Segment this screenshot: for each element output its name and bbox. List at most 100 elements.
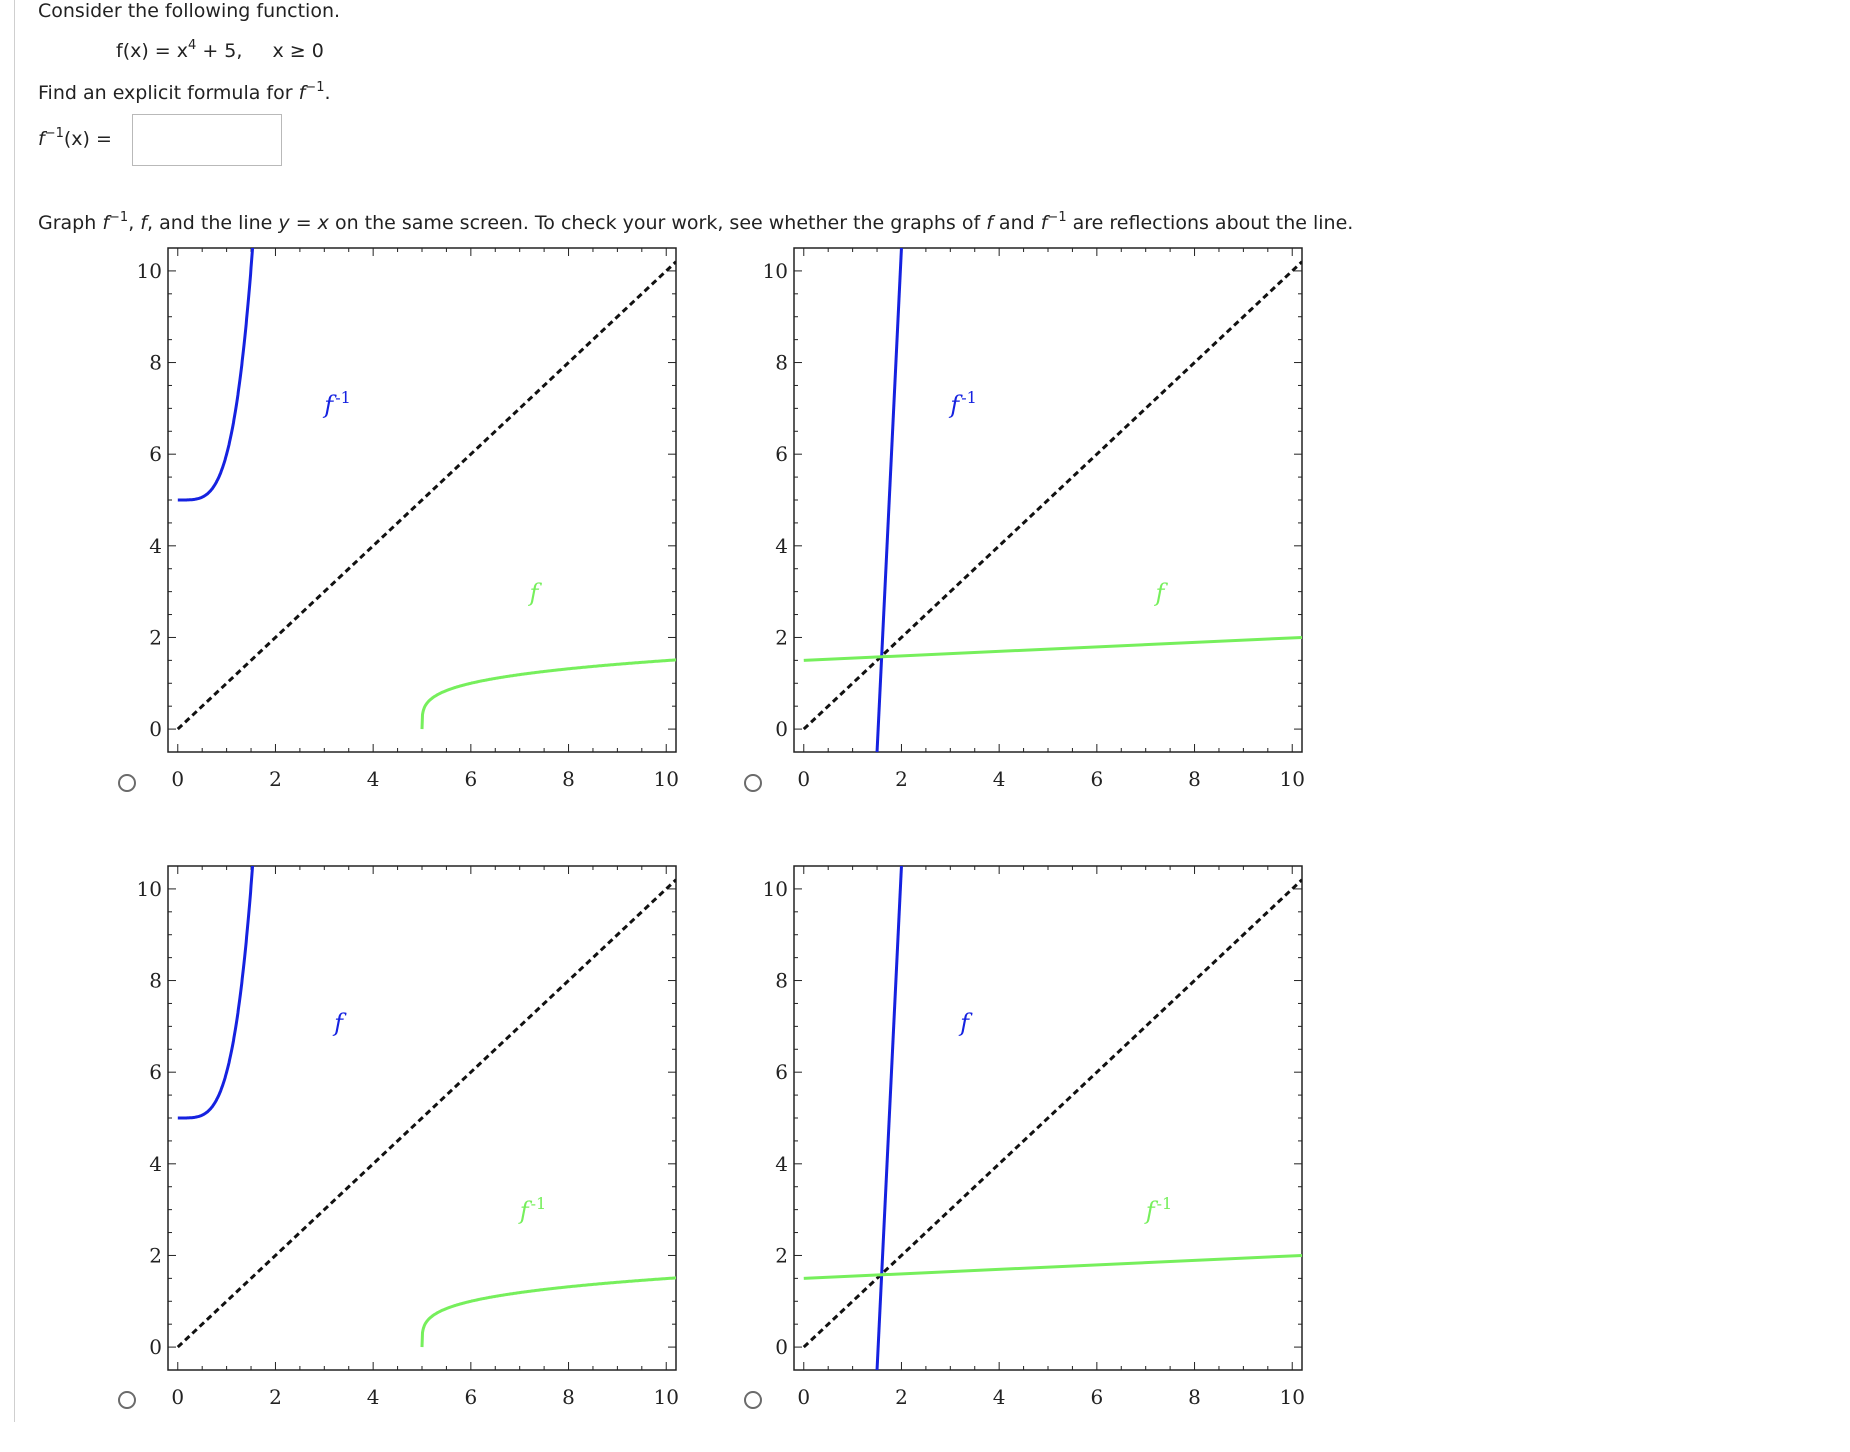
green-curve-label: f -1 [1144, 1194, 1172, 1225]
gi-s1: −1 [109, 210, 129, 225]
graph-instruction: Graph f−1, f, and the line y = x on the … [38, 210, 1354, 234]
x-tick-label: 2 [269, 1385, 282, 1409]
answer-label-rest: (x) = [63, 128, 112, 150]
x-tick-label: 10 [654, 1385, 679, 1409]
left-border [14, 0, 15, 1422]
green-curve-label-sup: -1 [531, 1194, 547, 1213]
x-tick-label: 0 [797, 1385, 810, 1409]
graph-svg: 0 2 4 6 8 10 0 2 4 6 8 10 f -1 f [137, 247, 679, 791]
blue-curve-label: f [958, 1009, 973, 1037]
find-text: Find an explicit formula for [38, 82, 299, 104]
y-tick-label: 6 [775, 442, 788, 466]
x-tick-label: 10 [1280, 767, 1305, 791]
radio-option-c[interactable] [118, 1391, 136, 1409]
identity-line [802, 260, 1302, 731]
x-tick-label: 0 [171, 1385, 184, 1409]
y-tick-label: 10 [763, 259, 788, 283]
y-tick-label: 6 [149, 1060, 162, 1084]
green-curve [803, 635, 1302, 662]
gi-y: y [278, 212, 290, 234]
y-tick-label: 8 [775, 969, 788, 993]
x-tick-label: 6 [1090, 767, 1103, 791]
y-tick-label: 0 [775, 1335, 788, 1359]
x-tick-label: 0 [171, 767, 184, 791]
y-tick-label: 10 [763, 877, 788, 901]
blue-curve [177, 866, 255, 1120]
x-tick-label: 6 [1090, 1385, 1103, 1409]
x-tick-label: 8 [1188, 1385, 1201, 1409]
y-tick-label: 0 [149, 1335, 162, 1359]
answer-input[interactable] [132, 114, 282, 166]
gi-p2: , [128, 212, 141, 234]
find-f: f [298, 82, 306, 104]
gi-p5: on the same screen. To check your work, … [328, 212, 987, 234]
graph-option-b: 0 2 4 6 8 10 0 2 4 6 8 10 f -1 f [746, 244, 1326, 834]
blue-curve-label: f [332, 1009, 347, 1037]
y-tick-label: 8 [775, 351, 788, 375]
function-lhs: f(x) = x [116, 40, 189, 62]
blue-curve-label: f -1 [948, 388, 976, 419]
x-tick-label: 0 [797, 767, 810, 791]
gi-p4: = [289, 212, 318, 234]
function-rest: + 5, [196, 40, 243, 62]
gi-p1: Graph [38, 212, 103, 234]
radio-option-b[interactable] [744, 774, 762, 792]
y-tick-label: 8 [149, 351, 162, 375]
radio-option-d[interactable] [744, 1391, 762, 1409]
blue-curve-label-sup: -1 [961, 388, 977, 407]
x-tick-label: 4 [367, 1385, 380, 1409]
y-tick-label: 4 [149, 534, 162, 558]
graph-option-c: 0 2 4 6 8 10 0 2 4 6 8 10 f f -1 [120, 862, 700, 1452]
x-tick-label: 4 [993, 1385, 1006, 1409]
y-tick-label: 8 [149, 969, 162, 993]
x-tick-label: 10 [654, 767, 679, 791]
blue-curve-label: f -1 [322, 388, 350, 419]
y-tick-label: 4 [149, 1152, 162, 1176]
find-sup: −1 [305, 80, 325, 95]
radio-option-a[interactable] [118, 774, 136, 792]
blue-curve [875, 866, 903, 1370]
identity-line [176, 260, 676, 731]
graph-option-a: 0 2 4 6 8 10 0 2 4 6 8 10 f -1 f [120, 244, 700, 834]
y-tick-label: 4 [775, 534, 788, 558]
y-tick-label: 4 [775, 1152, 788, 1176]
y-tick-label: 6 [775, 1060, 788, 1084]
gi-x: x [317, 212, 329, 234]
green-curve [420, 658, 676, 730]
answer-label-f: f [38, 128, 45, 150]
gi-f2: f [140, 212, 147, 234]
graph-option-d: 0 2 4 6 8 10 0 2 4 6 8 10 f f -1 [746, 862, 1326, 1452]
y-tick-label: 2 [149, 625, 162, 649]
y-tick-label: 2 [775, 625, 788, 649]
green-curve-label: f -1 [518, 1194, 546, 1225]
x-tick-label: 8 [562, 767, 575, 791]
blue-curve [875, 248, 903, 752]
green-curve-label-sup: -1 [1157, 1194, 1173, 1213]
blue-curve-label-sup: -1 [335, 388, 351, 407]
graph-svg: 0 2 4 6 8 10 0 2 4 6 8 10 f f -1 [763, 865, 1305, 1409]
question-intro: Consider the following function. [38, 0, 341, 22]
green-curve [803, 1253, 1302, 1280]
gi-f1: f [102, 212, 110, 234]
gi-f3: f [986, 212, 993, 234]
y-tick-label: 0 [775, 717, 788, 741]
x-tick-label: 8 [1188, 767, 1201, 791]
x-tick-label: 6 [464, 767, 477, 791]
gi-f4: f [1040, 212, 1048, 234]
blue-curve [177, 248, 255, 502]
green-curve-label: f [1153, 579, 1168, 607]
x-tick-label: 2 [269, 767, 282, 791]
y-tick-label: 10 [137, 259, 162, 283]
find-end: . [324, 82, 331, 104]
graph-svg: 0 2 4 6 8 10 0 2 4 6 8 10 f -1 f [763, 247, 1305, 791]
gi-p7: are reflections about the line. [1066, 212, 1354, 234]
x-tick-label: 4 [367, 767, 380, 791]
y-tick-label: 0 [149, 717, 162, 741]
x-tick-label: 10 [1280, 1385, 1305, 1409]
x-tick-label: 2 [895, 767, 908, 791]
gi-p3: , and the line [147, 212, 279, 234]
identity-line [802, 878, 1302, 1349]
function-definition: f(x) = x4 + 5, x ≥ 0 [116, 39, 324, 62]
answer-label-sup: −1 [44, 126, 64, 141]
identity-line [176, 878, 676, 1349]
